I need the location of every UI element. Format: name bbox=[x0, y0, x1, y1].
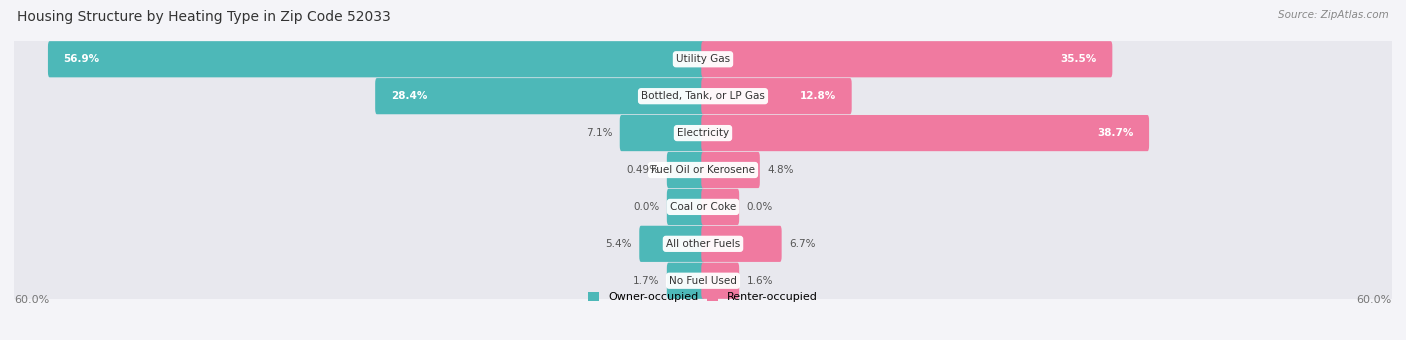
Text: Fuel Oil or Kerosene: Fuel Oil or Kerosene bbox=[651, 165, 755, 175]
Text: 28.4%: 28.4% bbox=[391, 91, 427, 101]
FancyBboxPatch shape bbox=[11, 145, 1395, 195]
Text: Housing Structure by Heating Type in Zip Code 52033: Housing Structure by Heating Type in Zip… bbox=[17, 10, 391, 24]
FancyBboxPatch shape bbox=[11, 71, 1395, 121]
Legend: Owner-occupied, Renter-occupied: Owner-occupied, Renter-occupied bbox=[583, 287, 823, 307]
Text: 5.4%: 5.4% bbox=[606, 239, 631, 249]
Text: 0.0%: 0.0% bbox=[747, 202, 773, 212]
FancyBboxPatch shape bbox=[48, 41, 704, 77]
Text: Coal or Coke: Coal or Coke bbox=[669, 202, 737, 212]
FancyBboxPatch shape bbox=[375, 78, 704, 114]
Text: 56.9%: 56.9% bbox=[63, 54, 100, 64]
Text: Electricity: Electricity bbox=[676, 128, 730, 138]
Text: All other Fuels: All other Fuels bbox=[666, 239, 740, 249]
Text: 4.8%: 4.8% bbox=[768, 165, 794, 175]
Text: 38.7%: 38.7% bbox=[1097, 128, 1133, 138]
FancyBboxPatch shape bbox=[666, 152, 704, 188]
Text: 60.0%: 60.0% bbox=[1357, 295, 1392, 305]
Text: 1.7%: 1.7% bbox=[633, 276, 659, 286]
Text: Utility Gas: Utility Gas bbox=[676, 54, 730, 64]
FancyBboxPatch shape bbox=[640, 226, 704, 262]
FancyBboxPatch shape bbox=[702, 41, 1112, 77]
Text: 35.5%: 35.5% bbox=[1060, 54, 1097, 64]
FancyBboxPatch shape bbox=[702, 115, 1149, 151]
FancyBboxPatch shape bbox=[11, 108, 1395, 158]
FancyBboxPatch shape bbox=[666, 189, 704, 225]
Text: 1.6%: 1.6% bbox=[747, 276, 773, 286]
FancyBboxPatch shape bbox=[702, 152, 759, 188]
FancyBboxPatch shape bbox=[702, 226, 782, 262]
Text: Bottled, Tank, or LP Gas: Bottled, Tank, or LP Gas bbox=[641, 91, 765, 101]
Text: 0.49%: 0.49% bbox=[626, 165, 659, 175]
FancyBboxPatch shape bbox=[620, 115, 704, 151]
Text: 7.1%: 7.1% bbox=[586, 128, 612, 138]
Text: 0.0%: 0.0% bbox=[633, 202, 659, 212]
Text: 12.8%: 12.8% bbox=[800, 91, 837, 101]
FancyBboxPatch shape bbox=[702, 189, 740, 225]
Text: No Fuel Used: No Fuel Used bbox=[669, 276, 737, 286]
Text: Source: ZipAtlas.com: Source: ZipAtlas.com bbox=[1278, 10, 1389, 20]
FancyBboxPatch shape bbox=[11, 256, 1395, 306]
Text: 6.7%: 6.7% bbox=[789, 239, 815, 249]
FancyBboxPatch shape bbox=[11, 182, 1395, 232]
FancyBboxPatch shape bbox=[11, 34, 1395, 84]
FancyBboxPatch shape bbox=[666, 263, 704, 299]
FancyBboxPatch shape bbox=[702, 263, 740, 299]
FancyBboxPatch shape bbox=[702, 78, 852, 114]
FancyBboxPatch shape bbox=[11, 219, 1395, 269]
Text: 60.0%: 60.0% bbox=[14, 295, 49, 305]
